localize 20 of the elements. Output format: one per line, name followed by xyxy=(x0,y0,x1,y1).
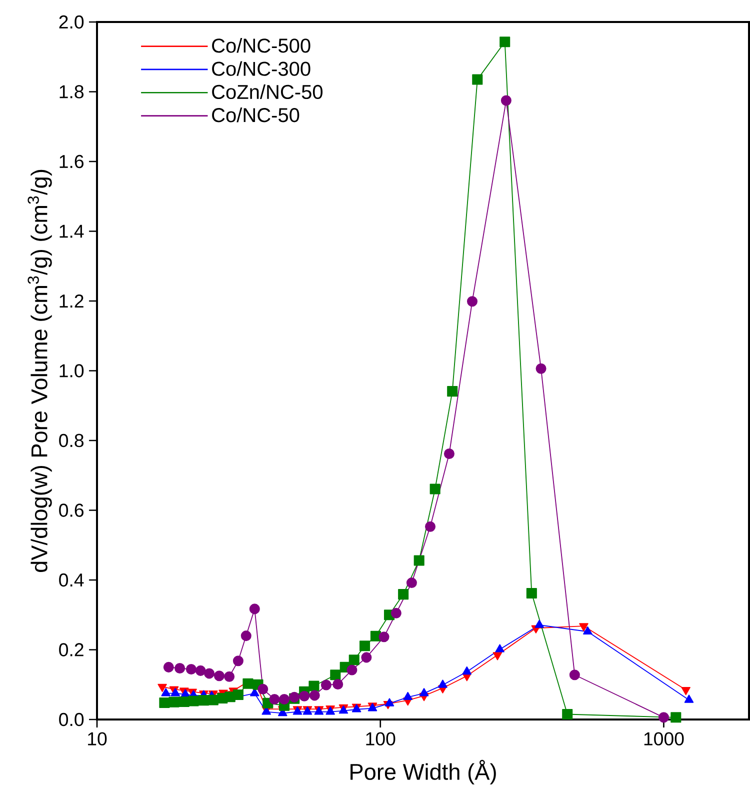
legend-label: Co/NC-300 xyxy=(212,61,310,76)
x-axis-title: Pore Width (Å) xyxy=(350,760,496,784)
x-tick-label: 1000 xyxy=(644,732,684,746)
y-tick-label: 0.8 xyxy=(59,434,84,448)
legend-label: Co/NC-50 xyxy=(212,108,300,122)
x-tick-label: 10 xyxy=(88,732,107,746)
y-tick-label: 0.2 xyxy=(59,643,84,656)
y-tick-label: 0.6 xyxy=(59,504,84,517)
y-tick-label: 1.0 xyxy=(60,364,84,378)
y-tick-label: 1.4 xyxy=(60,224,84,238)
y-tick-label: 2.0 xyxy=(59,15,84,29)
y-tick-label: 0.0 xyxy=(59,712,84,726)
y-tick-label: 1.2 xyxy=(60,294,84,308)
legend-label: CoZn/NC-50 xyxy=(212,84,323,100)
y-tick-label: 1.8 xyxy=(60,85,84,98)
y-tick-label: 0.4 xyxy=(59,573,84,587)
y-tick-label: 1.6 xyxy=(60,154,84,168)
y-axis-title: dV/dlog(w) Pore Volume (cm$^{3}$/g) (cm$^{3}$/g) xyxy=(28,170,52,572)
x-tick-label: 100 xyxy=(366,732,396,746)
legend-label: Co/NC-500 xyxy=(212,38,310,53)
